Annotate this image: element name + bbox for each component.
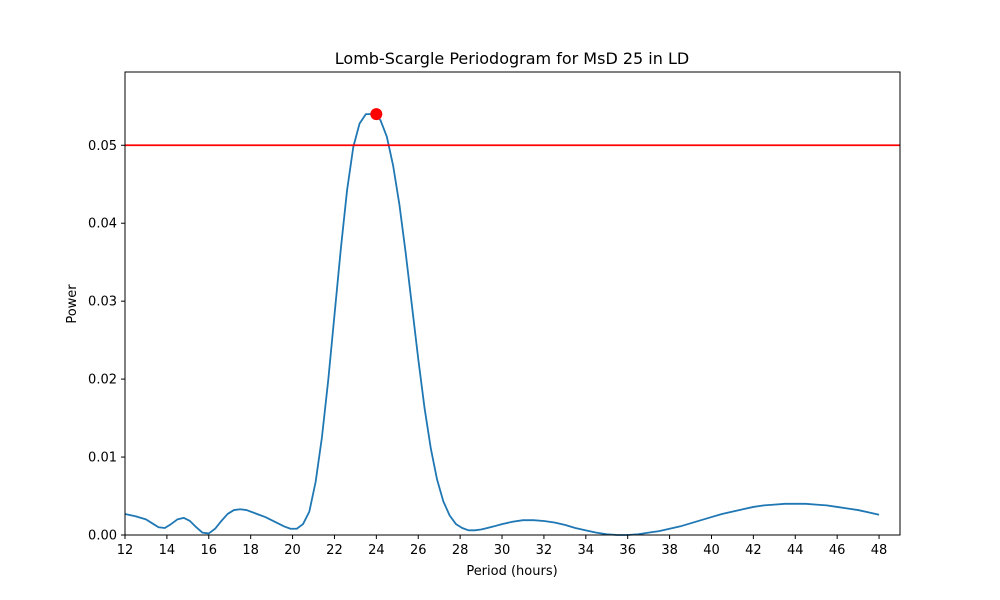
x-tick-label: 36 [619,543,636,558]
x-tick-label: 48 [871,543,888,558]
x-axis-label: Period (hours) [466,564,557,579]
x-tick-label: 22 [326,543,343,558]
x-tick-label: 24 [368,543,385,558]
y-tick-label: 0.01 [88,451,117,466]
x-tick-label: 14 [159,543,176,558]
x-tick-label: 38 [661,543,678,558]
y-tick-label: 0.04 [88,217,117,232]
chart-title: Lomb-Scargle Periodogram for MsD 25 in L… [335,49,689,68]
y-tick-label: 0.03 [88,295,117,310]
series-line-0 [124,113,880,536]
y-tick-label: 0.02 [88,373,117,388]
plot-area [124,71,901,536]
x-tick-label: 28 [452,543,469,558]
x-tick-label: 32 [536,543,553,558]
y-axis: 0.00 0.01 0.02 0.03 0.04 0.05 [88,139,125,544]
x-tick-label: 44 [787,543,804,558]
x-tick-label: 20 [284,543,301,558]
y-tick-label: 0.00 [88,529,117,544]
x-tick-label: 16 [201,543,218,558]
x-tick-label: 30 [494,543,511,558]
x-tick-label: 12 [117,543,134,558]
y-axis-label: Power [65,284,80,324]
x-tick-label: 26 [410,543,427,558]
x-tick-label: 42 [745,543,762,558]
x-tick-label: 34 [578,543,595,558]
peak-marker [370,108,383,121]
x-tick-label: 46 [829,543,846,558]
axes-frame [124,71,901,536]
x-axis: 12 14 16 18 20 22 24 26 28 30 32 34 36 38 40 42 44 46 48 [117,535,888,558]
y-tick-label: 0.05 [88,139,117,154]
x-tick-label: 40 [703,543,720,558]
x-tick-label: 18 [242,543,259,558]
